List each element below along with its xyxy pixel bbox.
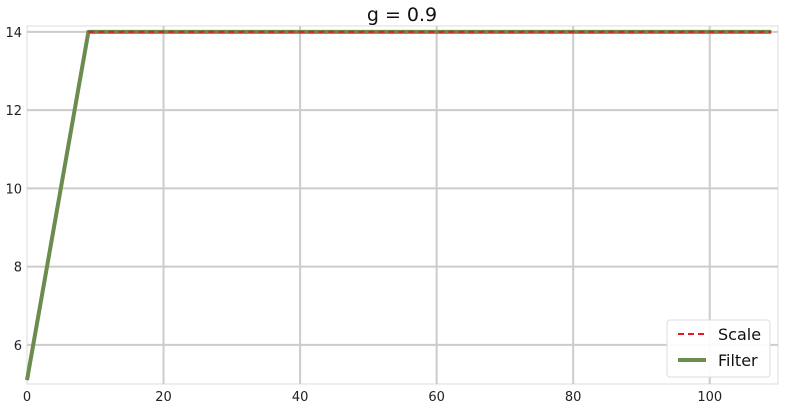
- x-tick-label: 100: [697, 390, 722, 405]
- x-tick-label: 60: [428, 390, 445, 405]
- legend: Scale Filter: [666, 319, 771, 378]
- x-tick-label: 40: [292, 390, 309, 405]
- plot-area: [26, 25, 779, 385]
- y-tick-label: 8: [14, 261, 22, 276]
- y-tick-label: 12: [5, 104, 22, 119]
- series-layer: [25, 29, 772, 381]
- chart-title: g = 0.9: [367, 4, 437, 26]
- y-tick-label: 10: [5, 182, 22, 197]
- x-tick-label: 80: [565, 390, 582, 405]
- y-tick-label: 6: [14, 339, 22, 354]
- legend-label-scale: Scale: [718, 325, 761, 344]
- x-tick-label: 20: [155, 390, 172, 405]
- y-tick-label: 14: [5, 26, 22, 41]
- y-axis-ticks: 6 8 10 12 14: [5, 26, 22, 354]
- legend-label-filter: Filter: [718, 351, 758, 370]
- x-tick-label: 0: [23, 390, 31, 405]
- x-axis-ticks: 0 20 40 60 80 100: [23, 390, 722, 405]
